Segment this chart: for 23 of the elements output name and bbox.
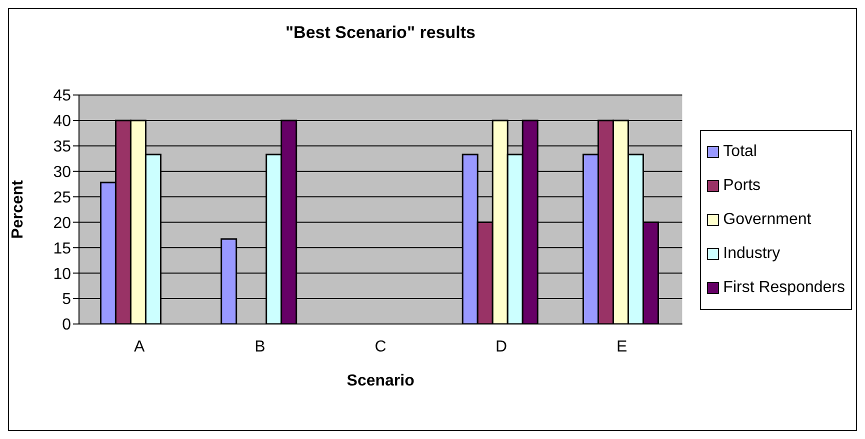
x-tick-label: D xyxy=(495,338,507,356)
y-axis-title: Percent xyxy=(10,179,27,239)
y-tick-label: 35 xyxy=(53,138,72,156)
y-tick-label: 15 xyxy=(53,240,72,258)
x-tick-label: C xyxy=(374,338,386,356)
legend-label: First Responders xyxy=(723,278,845,296)
y-tick-label: 45 xyxy=(53,88,72,105)
y-tick-label: 0 xyxy=(62,316,72,334)
x-axis-title: Scenario xyxy=(346,372,415,390)
legend-label: Total xyxy=(723,142,757,160)
y-tick-label: 20 xyxy=(53,214,72,232)
y-tick-label: 5 xyxy=(62,291,72,308)
legend-label: Industry xyxy=(723,244,780,262)
x-tick-label: E xyxy=(616,338,628,356)
x-tick-label: A xyxy=(134,338,145,356)
chart-title: "Best Scenario" results xyxy=(284,23,476,43)
x-tick-label: B xyxy=(254,338,266,356)
y-tick-label: 40 xyxy=(53,113,72,130)
legend-label: Government xyxy=(723,210,812,228)
y-tick-label: 30 xyxy=(53,164,72,182)
y-tick-label: 10 xyxy=(53,266,72,283)
y-tick-label: 25 xyxy=(53,189,72,206)
legend-label: Ports xyxy=(723,176,761,194)
